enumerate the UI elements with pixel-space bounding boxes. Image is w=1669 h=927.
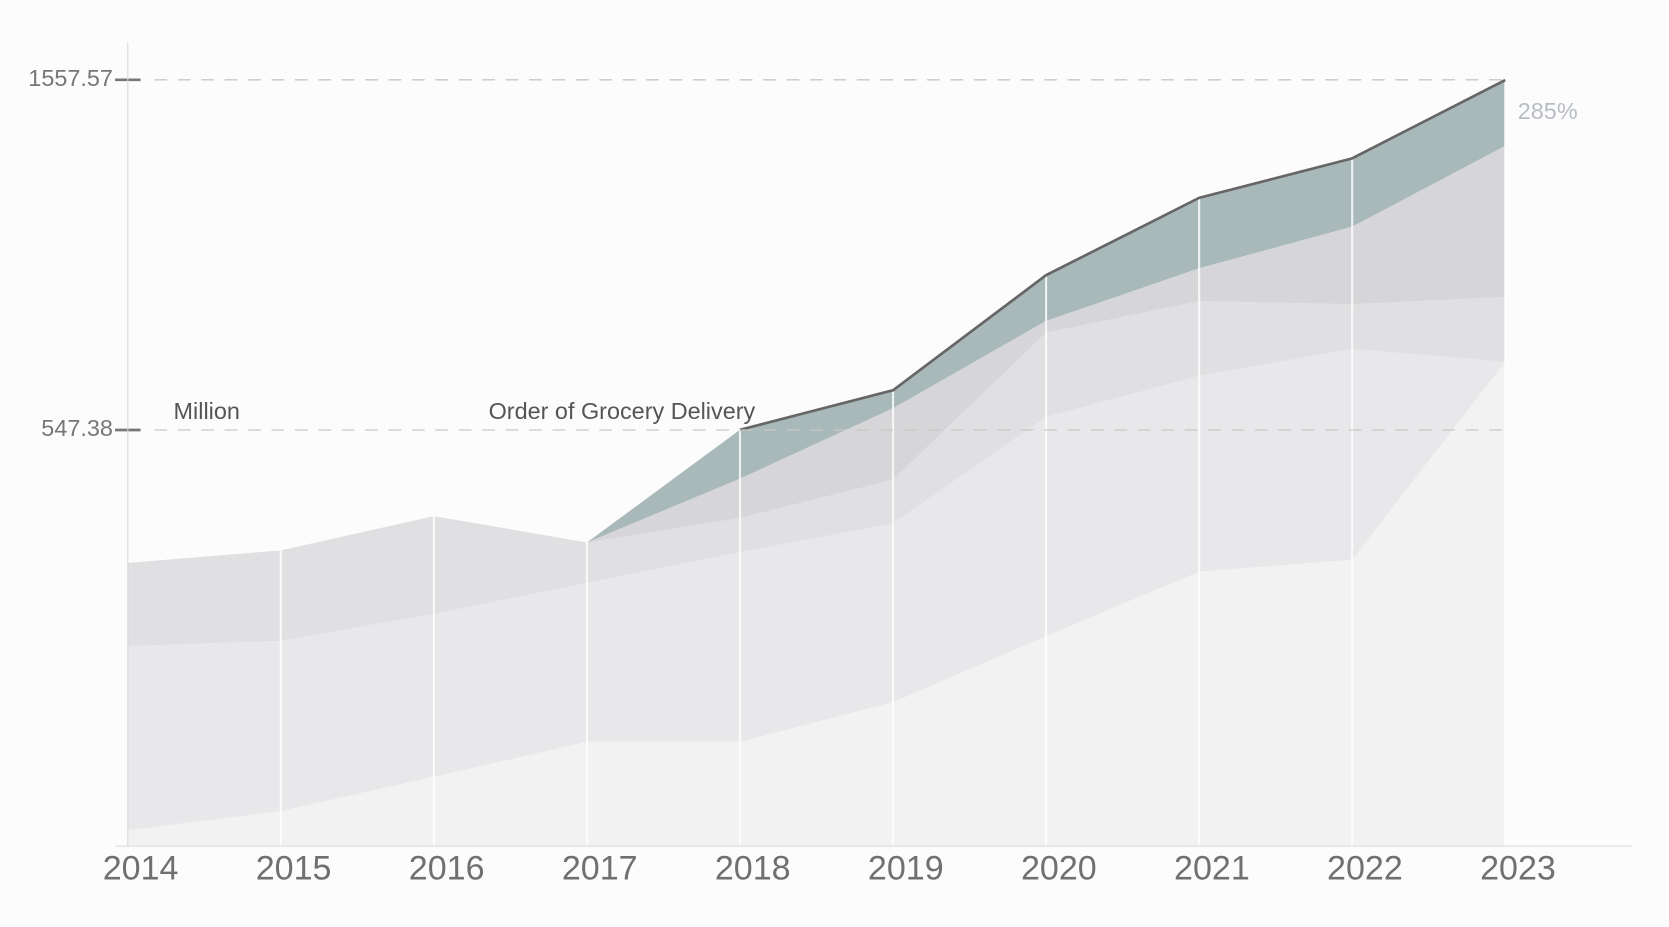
x-tick-label: 2018 bbox=[715, 850, 791, 888]
area bbox=[127, 361, 1506, 847]
x-tick-label: 2022 bbox=[1327, 850, 1403, 888]
total-line bbox=[739, 78, 1506, 432]
x-tick-label: 2021 bbox=[1174, 850, 1250, 888]
y-tick-label: 547.38 bbox=[41, 415, 113, 441]
area bbox=[127, 349, 1506, 831]
x-tick-label: 2019 bbox=[868, 850, 944, 888]
growth-label: 285% bbox=[1518, 98, 1578, 124]
unit-label: Million bbox=[174, 398, 240, 424]
areas bbox=[127, 80, 1506, 847]
x-tick-label: 2016 bbox=[409, 850, 485, 888]
x-tick-label: 2014 bbox=[103, 850, 179, 888]
overlay: 547.38 1557.57 2014 2015 2016 2017 2018 2019 202… bbox=[28, 65, 1556, 888]
x-tick-label: 2023 bbox=[1480, 850, 1556, 888]
area bbox=[127, 297, 1506, 647]
x-tick-label: 2017 bbox=[562, 850, 638, 888]
y-tick-label: 1557.57 bbox=[28, 65, 113, 91]
area bbox=[127, 145, 1506, 563]
x-tick-label: 2015 bbox=[256, 850, 332, 888]
annotation: Order of Grocery Delivery bbox=[489, 398, 756, 424]
x-tick-label: 2020 bbox=[1021, 850, 1097, 888]
